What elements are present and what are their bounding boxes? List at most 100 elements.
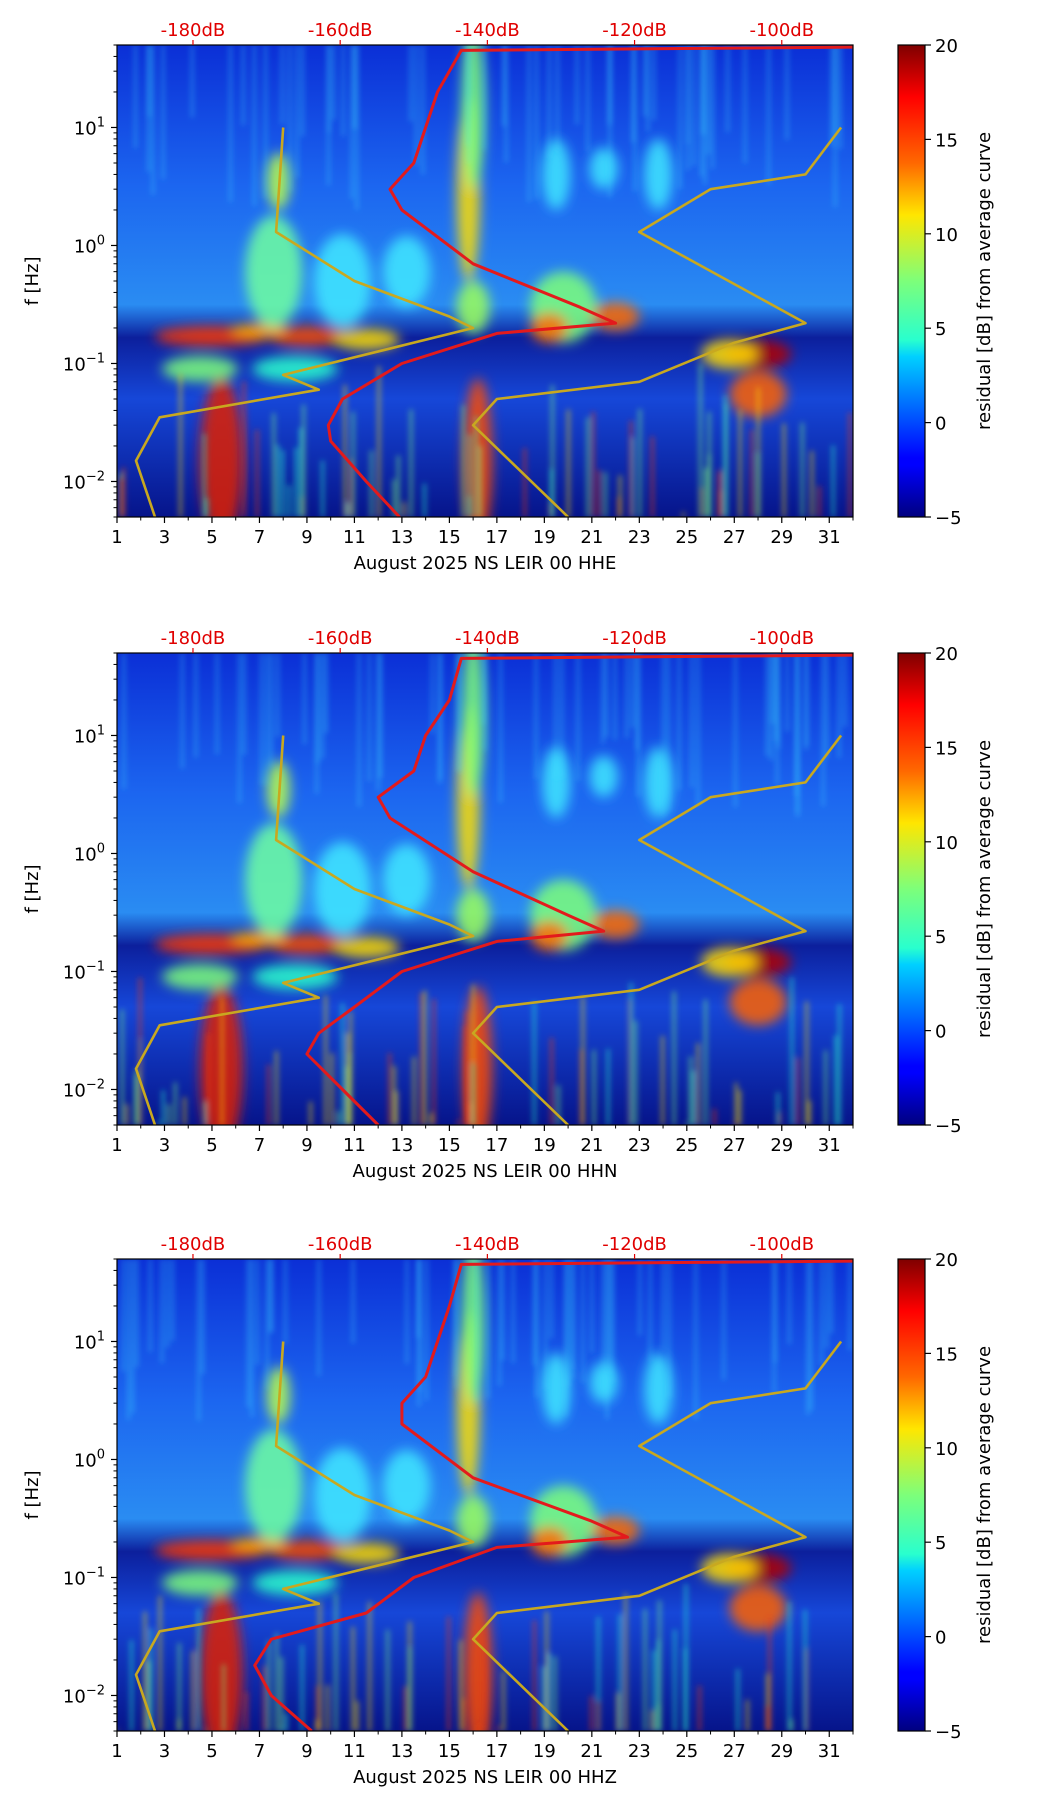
noise-streak: [756, 387, 760, 517]
x-tick-label: 17: [485, 1135, 508, 1156]
y-tick-label: 10−1: [63, 351, 105, 375]
noise-streak: [686, 45, 689, 171]
noise-streak: [134, 1075, 138, 1125]
noise-streak: [541, 1666, 545, 1731]
panel-hhz: 1 3 5 7 9 11 13 15 17 19 21 23 25 27 29 3110−210−110010…: [22, 1234, 995, 1788]
noise-streak: [700, 45, 703, 177]
noise-streak: [173, 1082, 177, 1125]
noise-streak: [624, 1593, 628, 1731]
texture-blob: [382, 1450, 431, 1522]
noise-streak: [281, 45, 284, 125]
noise-streak: [707, 454, 711, 517]
average-curve: [326, 45, 853, 517]
noise-streak: [576, 45, 579, 125]
noise-streak: [545, 1611, 549, 1731]
noise-streak: [353, 45, 356, 130]
noise-streak: [633, 45, 636, 192]
noise-streak: [744, 45, 747, 164]
top-db-label: -180dB: [161, 1234, 226, 1255]
noise-streak: [262, 1666, 266, 1731]
noise-streak: [467, 496, 471, 517]
top-db-label: -160dB: [308, 20, 373, 41]
noise-streak: [684, 1584, 688, 1731]
noise-streak: [386, 1629, 390, 1731]
noise-streak: [765, 1705, 769, 1731]
noise-streak: [736, 1669, 740, 1731]
top-db-label: -140dB: [455, 628, 520, 649]
noise-streak: [810, 1259, 813, 1411]
texture-blob: [162, 1569, 239, 1596]
top-db-label: -100dB: [749, 1234, 814, 1255]
spectrogram-area: [117, 45, 853, 517]
noise-streak: [388, 1053, 392, 1125]
noise-streak: [119, 478, 123, 517]
top-db-label: -140dB: [455, 1234, 520, 1255]
noise-streak: [652, 45, 655, 121]
noise-streak: [591, 411, 595, 517]
noise-streak: [131, 1259, 134, 1414]
colorbar-tick-label: −5: [935, 1722, 962, 1743]
noise-streak: [831, 445, 835, 517]
top-db-label: -120dB: [602, 20, 667, 41]
noise-streak: [649, 1259, 652, 1362]
noise-streak: [770, 653, 773, 761]
noise-streak: [267, 1064, 271, 1125]
noise-streak: [556, 1085, 560, 1125]
noise-streak: [341, 1003, 345, 1125]
x-tick-label: 27: [723, 527, 746, 548]
noise-streak: [632, 45, 635, 143]
noise-streak: [679, 45, 682, 189]
x-tick-label: 9: [301, 1135, 312, 1156]
noise-streak: [468, 434, 472, 517]
noise-streak: [734, 653, 737, 808]
noise-streak: [560, 653, 563, 779]
noise-streak: [597, 470, 601, 517]
x-axis-label: August 2025 NS LEIR 00 HHZ: [353, 1767, 617, 1788]
noise-streak: [266, 1259, 269, 1390]
texture-blob: [701, 339, 759, 369]
x-tick-label: 5: [206, 1135, 217, 1156]
noise-streak: [533, 1259, 536, 1366]
noise-streak: [396, 455, 400, 517]
texture-blob: [333, 936, 400, 959]
colorbar-tick-label: 20: [935, 1250, 958, 1271]
noise-streak: [767, 45, 770, 185]
noise-streak: [606, 1259, 609, 1420]
noise-streak: [502, 45, 505, 127]
noise-streak: [662, 1259, 665, 1351]
noise-streak: [822, 653, 825, 807]
colorbar-label: residual [dB] from average curve: [974, 132, 995, 430]
noise-streak: [738, 409, 742, 517]
noise-streak: [324, 995, 328, 1125]
x-axis-label: August 2025 NS LEIR 00 HHN: [353, 1161, 618, 1182]
noise-streak: [327, 45, 330, 186]
noise-streak: [162, 45, 165, 180]
texture-blob: [701, 1553, 759, 1583]
noise-streak: [125, 1104, 129, 1125]
noise-streak: [149, 1628, 153, 1731]
noise-streak: [336, 1110, 340, 1125]
noise-streak: [122, 653, 125, 789]
noise-streak: [826, 653, 829, 759]
noise-streak: [325, 653, 328, 733]
noise-streak: [592, 1049, 596, 1125]
noise-streak: [834, 1035, 838, 1125]
noise-streak: [501, 1259, 504, 1361]
noise-streak: [634, 1020, 638, 1125]
y-tick-label: 101: [74, 1329, 105, 1353]
noise-streak: [713, 1108, 717, 1125]
top-db-label: -180dB: [161, 20, 226, 41]
y-tick-label: 101: [74, 115, 105, 139]
noise-streak: [498, 1259, 501, 1386]
noise-streak: [482, 653, 485, 725]
noise-streak: [698, 364, 702, 517]
x-tick-label: 31: [818, 527, 841, 548]
noise-streak: [830, 45, 833, 147]
noise-streak: [547, 1653, 551, 1731]
x-tick-label: 29: [770, 1135, 793, 1156]
noise-streak: [183, 1097, 187, 1125]
noise-streak: [342, 45, 345, 137]
colorbar-tick-label: 20: [935, 36, 958, 57]
x-tick-label: 19: [533, 527, 556, 548]
x-tick-label: 27: [723, 1135, 746, 1156]
